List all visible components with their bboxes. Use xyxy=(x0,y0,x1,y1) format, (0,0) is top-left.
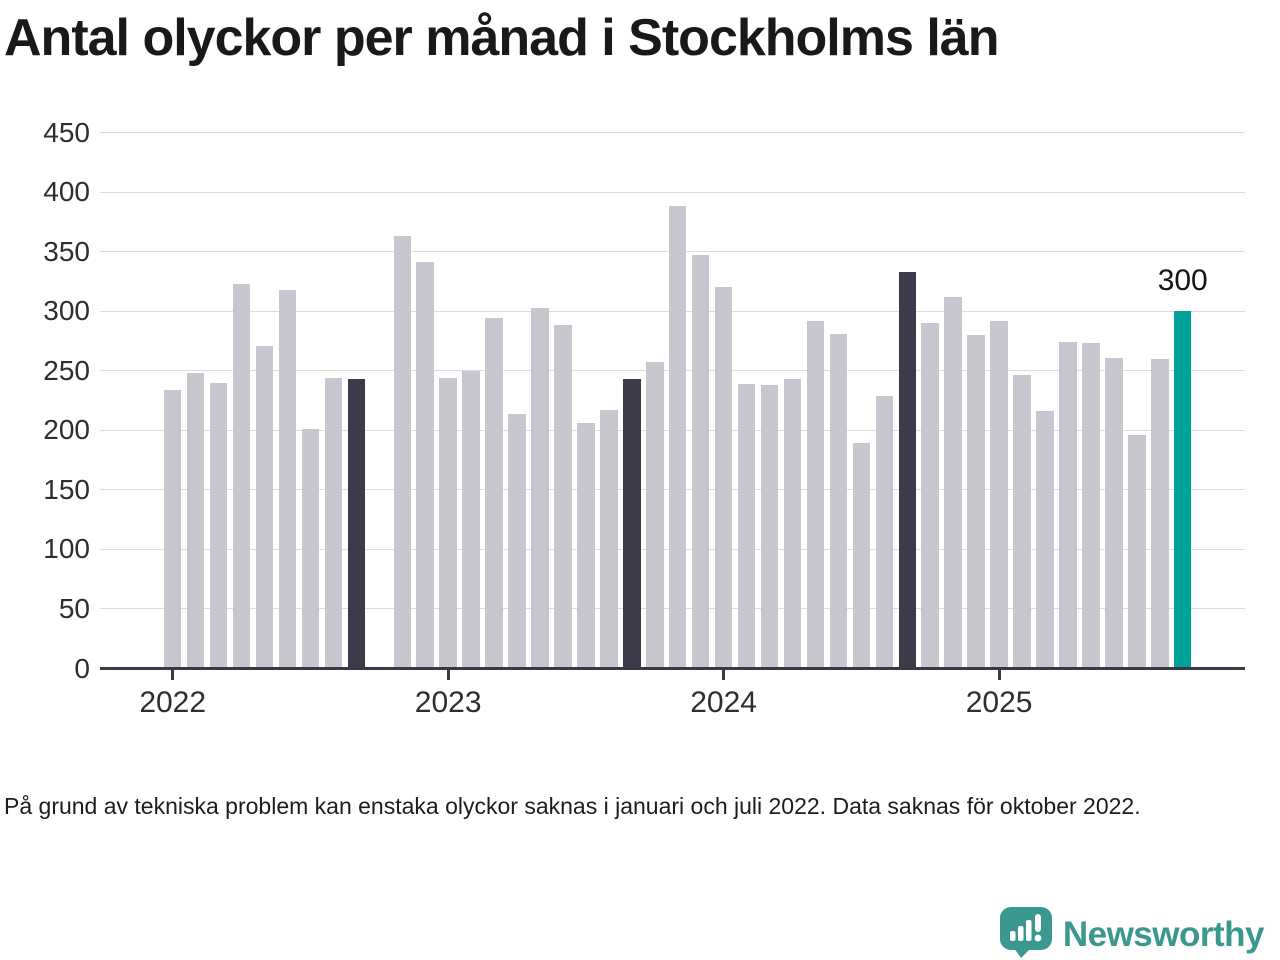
bar-2023-04 xyxy=(508,413,526,669)
bar-2025-04 xyxy=(1059,342,1077,669)
y-axis-tick-label: 250 xyxy=(43,354,90,386)
newsworthy-speech-bubble-chart-icon xyxy=(999,906,1053,960)
x-axis-tick xyxy=(997,670,1001,680)
bar-2024-02 xyxy=(737,383,756,669)
bar-2024-04 xyxy=(783,379,802,669)
bar-2025-02 xyxy=(1013,375,1031,669)
bar-2023-08 xyxy=(600,410,618,669)
bar-2022-12 xyxy=(416,262,434,669)
y-axis-tick-label: 150 xyxy=(43,473,90,505)
y-axis-tick-label: 300 xyxy=(43,295,90,327)
gridline xyxy=(100,191,1245,193)
bar-2022-04 xyxy=(232,283,251,669)
bar-2022-02 xyxy=(186,373,205,669)
y-axis-tick-label: 100 xyxy=(43,533,90,565)
bar-2023-12 xyxy=(691,255,710,669)
bar-2023-05 xyxy=(531,307,549,669)
bar-2024-10 xyxy=(921,323,939,669)
bar-2024-05 xyxy=(806,320,825,669)
bar-2024-01 xyxy=(714,287,733,669)
y-axis-tick-label: 0 xyxy=(74,652,90,684)
bar-2023-02 xyxy=(462,370,480,669)
bar-2024-11 xyxy=(944,296,962,669)
bar-2025-01 xyxy=(990,320,1008,669)
bar-2025-03 xyxy=(1036,411,1054,669)
bar-2025-08 xyxy=(1151,358,1169,669)
chart-title: Antal olyckor per månad i Stockholms län xyxy=(4,9,999,67)
bar-2023-01 xyxy=(439,377,457,669)
bar-2024-08 xyxy=(875,395,894,669)
brand-name: Newsworthy xyxy=(1062,914,1265,954)
bar-2022-01 xyxy=(163,389,182,669)
x-axis-tick xyxy=(446,670,450,680)
y-axis-tick-label: 50 xyxy=(58,592,90,624)
x-axis-tick-label: 2023 xyxy=(414,685,482,719)
bar-2024-09 xyxy=(898,271,916,669)
bar-2023-10 xyxy=(646,362,664,669)
y-axis-tick-label: 400 xyxy=(43,176,90,208)
x-axis-tick-label: 2024 xyxy=(690,685,757,719)
bar-2022-11 xyxy=(393,236,411,669)
x-axis-tick-label: 2022 xyxy=(139,685,207,719)
bar-2023-03 xyxy=(485,318,503,669)
bar-2022-09 xyxy=(347,379,366,669)
bar-2025-07 xyxy=(1128,435,1146,669)
brand-logo: Newsworthy xyxy=(999,906,1265,960)
bar-2022-08 xyxy=(324,377,343,669)
y-axis-tick-label: 450 xyxy=(43,116,90,148)
y-axis-tick-label: 350 xyxy=(43,235,90,267)
bar-2024-12 xyxy=(967,334,985,669)
bar-2025-05 xyxy=(1082,343,1100,669)
bar-2023-09 xyxy=(623,379,641,669)
x-axis-tick xyxy=(722,670,726,680)
x-axis-tick xyxy=(171,670,175,680)
bar-2022-03 xyxy=(209,382,228,669)
gridline xyxy=(100,132,1245,133)
y-axis-tick-label: 200 xyxy=(43,414,90,446)
bar-2025-06 xyxy=(1105,357,1123,669)
x-axis-tick-label: 2025 xyxy=(965,685,1033,719)
bar-2022-05 xyxy=(255,345,274,669)
bar-2024-06 xyxy=(829,333,848,669)
bar-2023-07 xyxy=(577,423,595,669)
bar-2023-11 xyxy=(668,206,687,669)
bar-2024-03 xyxy=(760,385,779,669)
footnote-text: På grund av tekniska problem kan enstaka… xyxy=(4,793,1141,819)
value-annotation: 300 xyxy=(1157,264,1208,297)
bar-2025-09 xyxy=(1173,311,1192,669)
bar-2022-06 xyxy=(278,289,297,669)
bar-2023-06 xyxy=(554,325,572,669)
bar-2024-07 xyxy=(852,443,871,669)
bar-2022-07 xyxy=(301,429,320,669)
x-axis-line xyxy=(100,667,1245,670)
